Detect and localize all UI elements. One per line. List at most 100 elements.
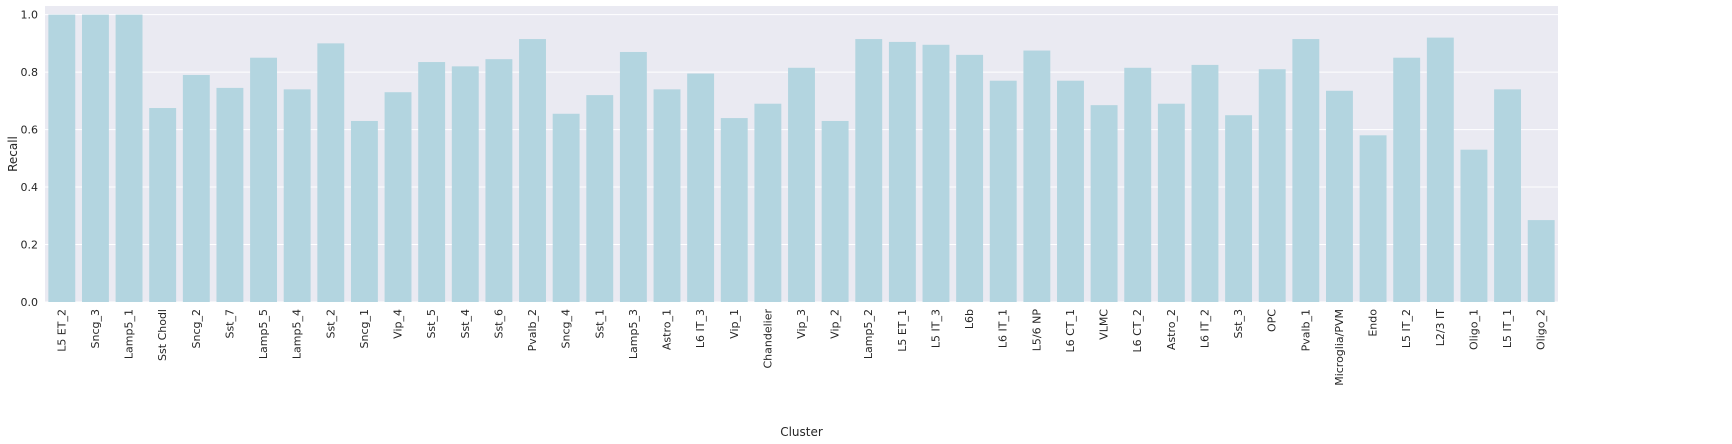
bar bbox=[485, 59, 513, 303]
x-tick-label: Pvalb_2 bbox=[526, 309, 539, 351]
bar bbox=[922, 44, 950, 303]
x-tick-label: Sst_4 bbox=[459, 309, 472, 339]
y-axis-label: Recall bbox=[6, 136, 20, 172]
bar bbox=[855, 39, 883, 302]
x-tick-label: L5/6 NP bbox=[1030, 309, 1043, 352]
x-tick-label: L5 IT_3 bbox=[929, 309, 942, 348]
x-tick-label: Sst Chodl bbox=[156, 309, 169, 361]
x-tick-label: Vip_3 bbox=[795, 309, 808, 339]
y-tick-label: 0.2 bbox=[21, 239, 39, 252]
bar bbox=[317, 43, 345, 302]
bar bbox=[653, 89, 681, 302]
x-tick-label: Lamp5_5 bbox=[257, 309, 270, 359]
x-tick-label: L5 IT_1 bbox=[1501, 309, 1514, 348]
bar bbox=[1023, 50, 1051, 303]
y-tick-label: 0.0 bbox=[21, 296, 39, 309]
bar bbox=[216, 87, 244, 302]
x-tick-label: L6 IT_1 bbox=[997, 309, 1010, 348]
x-tick-label: Sncg_1 bbox=[358, 309, 371, 348]
x-tick-label: Lamp5_4 bbox=[291, 309, 304, 359]
bar bbox=[250, 57, 277, 303]
bar bbox=[720, 118, 748, 302]
x-tick-label: L5 IT_2 bbox=[1400, 309, 1413, 348]
x-tick-label: Lamp5_2 bbox=[862, 309, 875, 359]
bar bbox=[1292, 39, 1320, 302]
bar bbox=[182, 74, 210, 302]
x-tick-label: Oligo_2 bbox=[1535, 309, 1548, 350]
x-tick-label: Lamp5_3 bbox=[627, 309, 640, 359]
x-tick-label: Pvalb_1 bbox=[1299, 309, 1312, 351]
bar bbox=[350, 120, 378, 303]
x-tick-label: Vip_4 bbox=[392, 309, 405, 339]
x-tick-label: Vip_1 bbox=[728, 309, 741, 339]
x-tick-label: OPC bbox=[1266, 309, 1279, 332]
x-tick-label: Astro_2 bbox=[1165, 309, 1178, 350]
bar bbox=[1057, 80, 1084, 302]
bar bbox=[586, 95, 614, 303]
bar bbox=[1527, 220, 1555, 302]
x-tick-label: L2/3 IT bbox=[1434, 309, 1447, 347]
bar bbox=[619, 51, 647, 302]
bar bbox=[1426, 37, 1454, 303]
x-tick-label: Endo bbox=[1367, 309, 1380, 337]
x-tick-label: Lamp5_1 bbox=[123, 309, 136, 359]
x-tick-label: Microglia/PVM bbox=[1333, 309, 1346, 386]
bar bbox=[283, 89, 311, 302]
x-tick-label: Sst_2 bbox=[324, 309, 337, 339]
bar bbox=[788, 67, 815, 302]
bar bbox=[552, 113, 580, 302]
bar bbox=[1494, 89, 1522, 302]
bar bbox=[888, 41, 916, 302]
bar bbox=[1225, 115, 1253, 302]
y-tick-labels: 0.0 0.2 0.4 0.6 0.8 1.0 bbox=[21, 9, 39, 309]
bar bbox=[1124, 67, 1152, 302]
bar bbox=[149, 108, 177, 303]
bar bbox=[687, 73, 715, 302]
bar bbox=[1359, 135, 1387, 302]
x-tick-label: Sst_7 bbox=[223, 309, 236, 339]
x-tick-label: Sncg_3 bbox=[89, 309, 102, 348]
y-tick-label: 0.8 bbox=[21, 66, 39, 79]
x-tick-label: Sst_1 bbox=[593, 309, 606, 339]
bar bbox=[956, 54, 984, 302]
bar bbox=[989, 80, 1017, 302]
x-tick-label: Chandelier bbox=[761, 309, 774, 369]
bar bbox=[519, 39, 546, 302]
x-tick-label: L5 ET_1 bbox=[896, 309, 909, 352]
bar bbox=[1157, 103, 1185, 302]
bar bbox=[1090, 105, 1118, 302]
bar bbox=[1326, 90, 1353, 302]
x-tick-label: L6 IT_2 bbox=[1198, 309, 1211, 348]
x-tick-label: L5 ET_2 bbox=[55, 309, 68, 352]
x-tick-label: Sncg_4 bbox=[560, 309, 573, 348]
y-tick-label: 0.4 bbox=[21, 181, 39, 194]
bar bbox=[754, 103, 782, 302]
x-tick-label: Sst_5 bbox=[425, 309, 438, 339]
x-tick-label: L6 IT_3 bbox=[694, 309, 707, 348]
x-tick-label: Astro_1 bbox=[661, 309, 674, 350]
bar bbox=[384, 92, 412, 302]
x-tick-label: L6 CT_1 bbox=[1064, 309, 1077, 353]
x-tick-label: L6b bbox=[963, 309, 976, 329]
bar bbox=[451, 66, 479, 302]
x-axis-label: Cluster bbox=[780, 425, 823, 439]
y-tick-label: 1.0 bbox=[21, 9, 39, 22]
x-tick-label: Oligo_1 bbox=[1467, 309, 1480, 350]
bar bbox=[821, 120, 849, 303]
y-tick-label: 0.6 bbox=[21, 124, 39, 137]
x-tick-label: Sst_3 bbox=[1232, 309, 1245, 339]
x-tick-label: Sst_6 bbox=[492, 309, 505, 339]
bar bbox=[48, 14, 76, 302]
bar bbox=[1393, 57, 1421, 303]
x-tick-label: Sncg_2 bbox=[190, 309, 203, 348]
bar bbox=[1191, 64, 1219, 302]
x-tick-labels: L5 ET_2 Sncg_3 Lamp5_1 Sst Chodl Sncg_2 Sst_7… bbox=[55, 309, 1547, 386]
x-tick-label: L6 CT_2 bbox=[1131, 309, 1144, 353]
x-tick-label: Vip_2 bbox=[829, 309, 842, 339]
bar bbox=[115, 14, 143, 302]
bar bbox=[81, 14, 109, 302]
bar bbox=[1460, 149, 1488, 302]
x-tick-label: VLMC bbox=[1098, 309, 1111, 340]
bars bbox=[48, 14, 1555, 303]
